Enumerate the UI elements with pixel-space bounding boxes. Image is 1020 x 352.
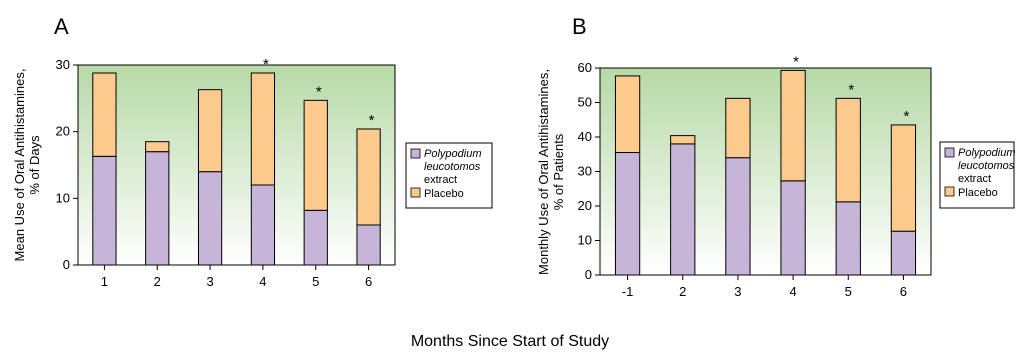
- bar-placebo: [614, 75, 641, 154]
- bar-polypodium: [780, 180, 806, 276]
- bar-placebo: [356, 128, 381, 226]
- y-tick-label: 20: [56, 124, 70, 139]
- bar-polypodium: [145, 151, 170, 266]
- bar-polypodium: [670, 143, 696, 276]
- significance-star: *: [903, 108, 909, 125]
- bar-placebo: [890, 124, 917, 232]
- legend-label-placebo: Placebo: [424, 188, 464, 200]
- x-tick-label: 3: [734, 284, 741, 299]
- bar-polypodium: [303, 209, 328, 266]
- y-axis-label: Mean Use of Oral Antihistamines,% of Day…: [12, 69, 42, 262]
- x-tick-label: 2: [154, 274, 161, 289]
- bar-placebo: [145, 141, 170, 153]
- bar-polypodium: [725, 157, 751, 276]
- significance-star: *: [793, 53, 799, 70]
- bar-placebo: [250, 72, 276, 186]
- legend-swatch-polypodium: [944, 147, 955, 158]
- y-tick-label: 10: [578, 233, 592, 248]
- x-tick-label: 5: [312, 274, 319, 289]
- y-tick-label: 30: [56, 57, 70, 72]
- bar-placebo: [670, 135, 696, 145]
- significance-star: *: [848, 81, 854, 98]
- x-tick-label: 2: [679, 284, 686, 299]
- y-tick-label: 0: [585, 267, 592, 282]
- bar-placebo: [303, 99, 328, 211]
- x-tick-label: 5: [845, 284, 852, 299]
- bar-polypodium: [614, 152, 641, 276]
- y-tick-label: 0: [63, 257, 70, 272]
- legend-label-placebo: Placebo: [958, 187, 998, 199]
- legend-label-leucotomos: leucotomos: [958, 160, 1015, 172]
- bar-placebo: [835, 97, 861, 203]
- bar-placebo: [725, 97, 751, 159]
- legend-swatch-polypodium: [410, 148, 421, 159]
- significance-star: *: [369, 112, 375, 129]
- plot-area: [77, 64, 396, 266]
- x-tick-label: 3: [206, 274, 213, 289]
- bar-placebo: [780, 69, 806, 182]
- y-tick-label: 30: [578, 164, 592, 179]
- legend-label-polypodium: Polypodium: [958, 147, 1015, 159]
- significance-star: *: [316, 83, 322, 100]
- bar-placebo: [197, 89, 223, 173]
- bar-polypodium: [92, 155, 117, 266]
- x-tick-label: 6: [365, 274, 372, 289]
- bar-polypodium: [890, 230, 917, 276]
- legend-label-extract: extract: [424, 174, 457, 186]
- x-tick-label: 6: [900, 284, 907, 299]
- y-tick-label: 60: [578, 60, 592, 75]
- x-tick-label: -1: [622, 284, 634, 299]
- legend-swatch-placebo: [410, 187, 421, 198]
- plot-area: [599, 67, 932, 276]
- panel-a: A Mean Use of Oral Antihistamines,% of Da…: [12, 14, 493, 289]
- panel-b: B Monthly Use of Oral Antihistamines,% of…: [536, 14, 1015, 299]
- legend-label-polypodium: Polypodium: [424, 148, 481, 160]
- y-tick-label: 40: [578, 129, 592, 144]
- significance-star: *: [263, 56, 269, 73]
- x-tick-label: 4: [259, 274, 266, 289]
- panel-letter: B: [572, 14, 587, 39]
- bar-polypodium: [835, 201, 861, 276]
- legend-label-extract: extract: [958, 173, 991, 185]
- y-axis-label: Monthly Use of Oral Antihistamines,% of …: [536, 69, 566, 275]
- bar-polypodium: [356, 224, 381, 266]
- shared-x-axis-label: Months Since Start of Study: [411, 333, 609, 350]
- legend-swatch-placebo: [944, 186, 955, 197]
- y-tick-label: 10: [56, 190, 70, 205]
- legend-label-leucotomos: leucotomos: [424, 161, 481, 173]
- panel-letter: A: [54, 14, 69, 39]
- bar-polypodium: [197, 171, 223, 266]
- x-tick-label: 4: [789, 284, 796, 299]
- bar-placebo: [92, 72, 117, 157]
- y-tick-label: 20: [578, 198, 592, 213]
- x-tick-label: 1: [101, 274, 108, 289]
- y-tick-label: 50: [578, 95, 592, 110]
- bar-polypodium: [250, 184, 276, 266]
